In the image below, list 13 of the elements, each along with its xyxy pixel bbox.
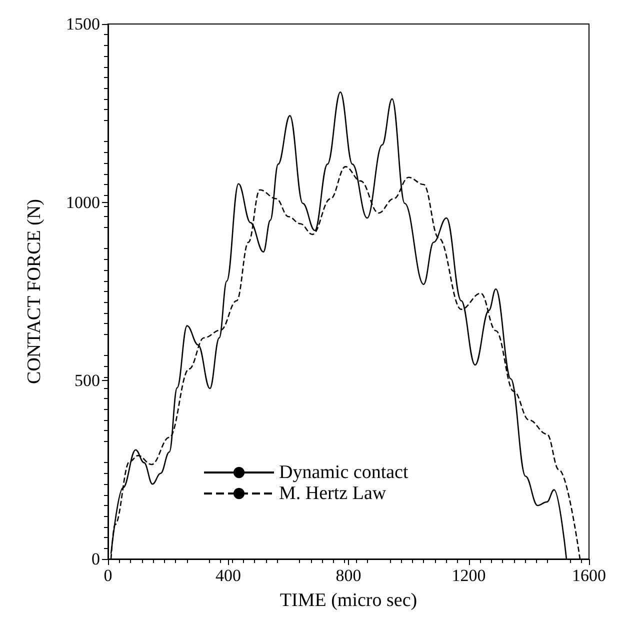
y-tick-label: 500	[74, 371, 100, 390]
y-tick-label: 1000	[66, 192, 100, 212]
x-axis-title: TIME (micro sec)	[280, 590, 418, 611]
y-tick-label: 0	[92, 550, 100, 568]
x-tick-label: 400	[216, 566, 241, 585]
y-axis-title: CONTACT FORCE (N)	[24, 199, 45, 384]
y-tick-label: 1500	[66, 14, 100, 34]
x-tick-label: 1200	[452, 566, 486, 585]
legend-label: Dynamic contact	[279, 462, 409, 483]
x-tick-label: 0	[104, 566, 112, 585]
x-tick-label: 1600	[572, 566, 606, 585]
x-tick-label: 800	[336, 566, 362, 585]
legend-label: M. Hertz Law	[279, 483, 386, 504]
